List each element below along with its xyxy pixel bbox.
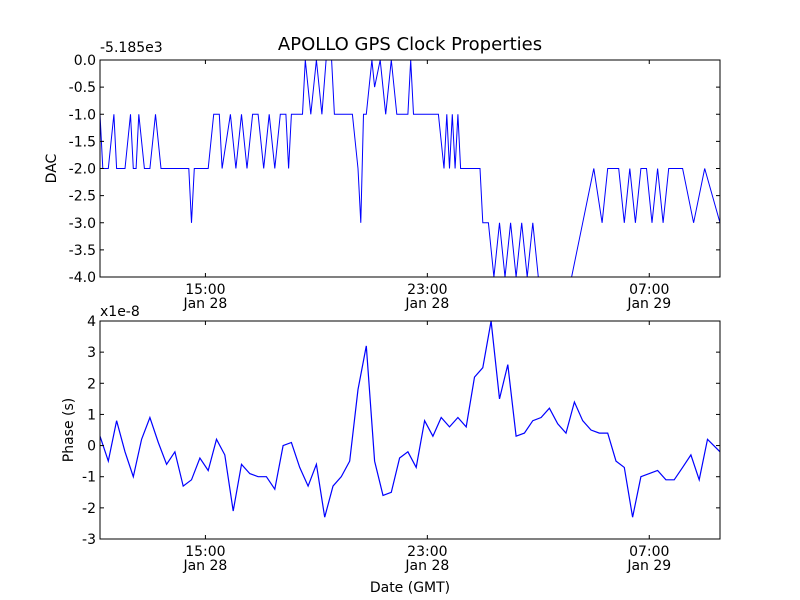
- bottom-xtick-time-label: 23:00: [407, 544, 447, 560]
- top-ylabel: DAC: [44, 153, 60, 183]
- top-ytick-label: 0.0: [74, 53, 96, 69]
- bottom-ytick-label: 0: [87, 439, 96, 455]
- bottom-xtick-date-label: Jan 28: [182, 558, 227, 574]
- top-ytick-label: -3.5: [69, 243, 96, 259]
- chart-title: APOLLO GPS Clock Properties: [278, 34, 542, 55]
- top-axes: -4.0 -3.5 -3.0 -2.5 -2.0 -1.5 -1.0 -0.5 0.0 15:00…: [44, 53, 721, 312]
- bottom-xtick-time-label: 15:00: [185, 544, 225, 560]
- top-xtick-time-label: 23:00: [407, 282, 447, 298]
- bottom-plot-frame: [99, 320, 721, 540]
- top-xtick-time-label: 07:00: [629, 282, 669, 298]
- bottom-ytick-label: -3: [82, 532, 96, 548]
- bottom-ylabel: Phase (s): [61, 398, 77, 462]
- bottom-ytick-label: 4: [87, 314, 96, 330]
- top-xtick-date-label: Jan 28: [182, 296, 227, 312]
- bottom-ytick-label: -2: [82, 501, 96, 517]
- bottom-ytick-label: 2: [87, 376, 96, 392]
- top-series-line-0: [99, 59, 721, 278]
- top-ytick-label: -2.5: [69, 189, 96, 205]
- bottom-series-line-0: [99, 320, 721, 518]
- bottom-xtick-date-label: Jan 28: [404, 558, 449, 574]
- top-xtick-date-label: Jan 28: [404, 296, 449, 312]
- top-ytick-label: -4.0: [69, 270, 96, 286]
- top-offset-label: -5.185e3: [100, 40, 163, 56]
- top-ytick-label: -3.0: [69, 216, 96, 232]
- top-ytick-label: -0.5: [69, 80, 96, 96]
- bottom-ytick-label: 1: [87, 407, 96, 423]
- bottom-xtick-date-label: Jan 29: [626, 558, 671, 574]
- bottom-offset-label: x1e-8: [100, 304, 140, 320]
- top-ytick-label: -1.0: [69, 107, 96, 123]
- bottom-xlabel: Date (GMT): [370, 580, 450, 596]
- bottom-ytick-label: -1: [82, 470, 96, 486]
- bottom-xtick-time-label: 07:00: [629, 544, 669, 560]
- top-ytick-label: -2.0: [69, 162, 96, 178]
- top-ytick-label: -1.5: [69, 134, 96, 150]
- top-xtick-time-label: 15:00: [185, 282, 225, 298]
- bottom-ytick-label: 3: [87, 345, 96, 361]
- top-xtick-date-label: Jan 29: [626, 296, 671, 312]
